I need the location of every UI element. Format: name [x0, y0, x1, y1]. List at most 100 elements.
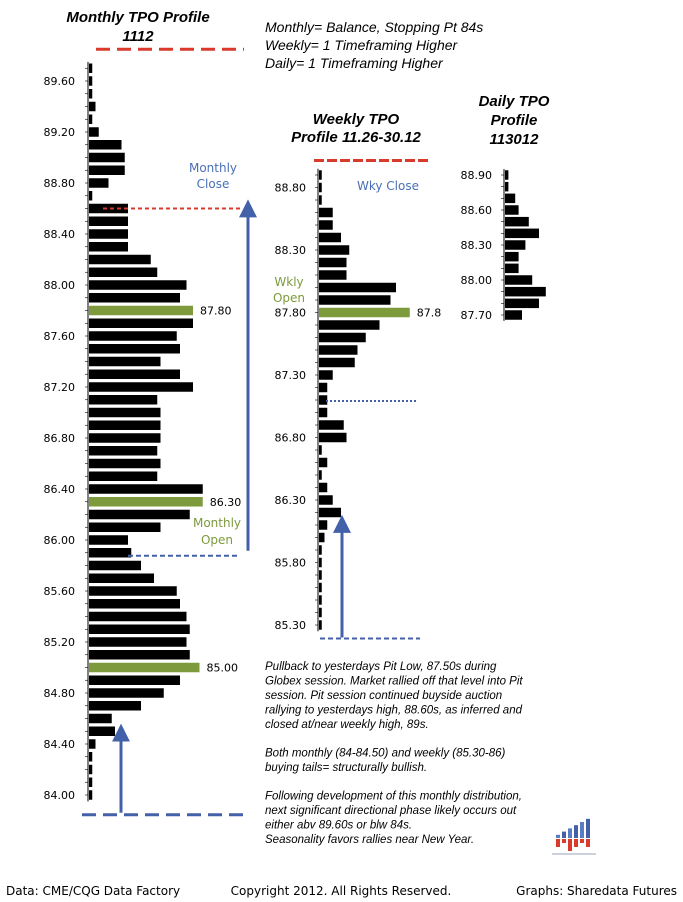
monthly-tpo-bar [89, 573, 154, 583]
weekly-tpo-bar [319, 395, 328, 405]
weekly-tpo-bar [319, 457, 328, 468]
monthly-tick-label: 86.80 [44, 432, 76, 445]
monthly-tpo-bar [89, 599, 180, 609]
logo-down-bar [586, 839, 590, 847]
weekly-tpo-bar [319, 545, 322, 555]
daily-tpo-bar [505, 310, 522, 320]
weekly-tpo-bar [319, 407, 328, 418]
monthly-tpo-bar [89, 203, 128, 214]
monthly-tpo-bar [89, 535, 128, 545]
monthly-tpo-bar [89, 229, 128, 239]
monthly-tpo-bar [89, 777, 93, 787]
monthly-title-line2: 1112 [122, 28, 154, 45]
weekly-open-label-2: Open [273, 291, 305, 305]
weekly-tpo-bar [319, 607, 322, 618]
weekly-title-line2: Profile 11.26-30.12 [291, 129, 421, 146]
monthly-tpo-bar [89, 752, 93, 762]
monthly-tpo-bar [89, 356, 161, 367]
weekly-profile: 87.8 85.30 85.80 86.30 86.80 87.30 87.80 88.30 8… [275, 159, 441, 640]
monthly-tpo-bar [89, 382, 193, 392]
monthly-tick-label: 89.60 [44, 75, 76, 88]
weekly-tpo-bar [319, 232, 341, 243]
weekly-tpo-bar [319, 445, 322, 455]
weekly-tpo-bar [319, 420, 344, 430]
monthly-tpo-bar [89, 127, 99, 137]
monthly-tpo-bar [89, 739, 96, 749]
weekly-tick-label: 85.30 [275, 619, 307, 632]
weekly-tick-label: 85.80 [275, 557, 307, 570]
weekly-tpo-bar [319, 332, 366, 343]
daily-title-line1: Daily TPO [479, 93, 550, 110]
monthly-close-label-1: Monthly [189, 161, 237, 175]
daily-tick-label: 88.00 [461, 274, 493, 287]
daily-tick-label: 88.30 [461, 239, 493, 252]
monthly-tpo-bar [89, 420, 161, 430]
weekly-tpo-bar [319, 370, 333, 380]
monthly-tick-label: 87.60 [44, 330, 76, 343]
monthly-tpo-bar [89, 114, 93, 124]
monthly-tpo-bar [89, 216, 128, 226]
monthly-tick-label: 86.00 [44, 534, 76, 547]
header-note-3: Daily= 1 Timeframing Higher [265, 55, 444, 71]
monthly-tpo-bar [89, 267, 158, 277]
weekly-tpo-bar [319, 170, 322, 180]
commentary-line: either abv 89.60s or blw 84s. [265, 820, 412, 832]
footer-data-source: Data: CME/CQG Data Factory [6, 884, 180, 898]
logo-up-bar [562, 831, 566, 838]
monthly-tpo-bar [89, 293, 180, 303]
monthly-tpo-bar [89, 509, 190, 520]
commentary-line: session. Pit session continued buyside a… [265, 690, 502, 702]
commentary-line: next significant directional phase likel… [265, 805, 517, 817]
monthly-tpo-bar [89, 637, 187, 647]
commentary-line: Following development of this monthly di… [265, 791, 522, 803]
weekly-tpo-bar [319, 295, 391, 305]
monthly-tpo-bar [89, 624, 190, 634]
weekly-tpo-bar [319, 582, 322, 593]
monthly-tpo-bar [89, 395, 158, 405]
weekly-tpo-bar [319, 470, 322, 480]
monthly-tpo-bar [89, 344, 180, 354]
monthly-tpo-bar [89, 191, 93, 201]
monthly-tpo-bar [89, 140, 122, 150]
logo-up-bar [574, 825, 578, 838]
commentary-line: rallying to yesterdays high, 88.60s, as … [265, 705, 523, 717]
weekly-title-line1: Weekly TPO [313, 111, 400, 128]
monthly-tpo-bar [89, 152, 125, 163]
monthly-tpo-bar [89, 790, 93, 800]
monthly-tpo-bar [89, 318, 193, 328]
weekly-tpo-bar [319, 570, 322, 580]
monthly-tpo-bar [89, 650, 190, 660]
monthly-tick-label: 88.00 [44, 279, 76, 292]
daily-tpo-bar [505, 216, 529, 227]
monthly-tpo-bar [89, 63, 93, 73]
commentary-line: buying tails= structurally bullish. [265, 762, 427, 774]
weekly-tpo-bar [319, 382, 328, 393]
logo-down-bar [556, 839, 560, 847]
monthly-open-label-2: Open [201, 533, 233, 547]
monthly-close-label-2: Close [197, 177, 230, 191]
sharedata-logo-icon [552, 818, 596, 855]
logo-up-bar [586, 818, 590, 838]
weekly-tick-label: 87.30 [275, 369, 307, 382]
monthly-tpo-bar [89, 522, 161, 532]
monthly-profile: 85.00 86.30 87.80 84.00 84.40 84.80 85.20 85.60… [44, 47, 257, 817]
monthly-highlight-label: 85.00 [207, 662, 239, 675]
weekly-tpo-bar [319, 207, 333, 218]
daily-tpo-bar [505, 205, 519, 215]
monthly-title-line1: Monthly TPO Profile [66, 9, 209, 26]
monthly-tpo-bar [89, 586, 177, 596]
monthly-tick-label: 85.20 [44, 636, 76, 649]
logo-down-bar [568, 839, 572, 851]
monthly-tpo-bar [89, 611, 187, 622]
header-note-2: Weekly= 1 Timeframing Higher [265, 37, 459, 53]
weekly-tpo-bar [319, 482, 328, 493]
monthly-tpo-bar [89, 101, 96, 112]
daily-tpo-bar [505, 251, 519, 262]
weekly-tpo-bar [319, 220, 333, 230]
daily-tpo-bar [505, 228, 539, 239]
monthly-tpo-bar [89, 497, 203, 507]
weekly-tpo-bar [319, 257, 347, 268]
weekly-tpo-bar [319, 495, 333, 505]
monthly-tpo-bar [89, 484, 203, 494]
header-note-1: Monthly= Balance, Stopping Pt 84s [265, 19, 483, 35]
